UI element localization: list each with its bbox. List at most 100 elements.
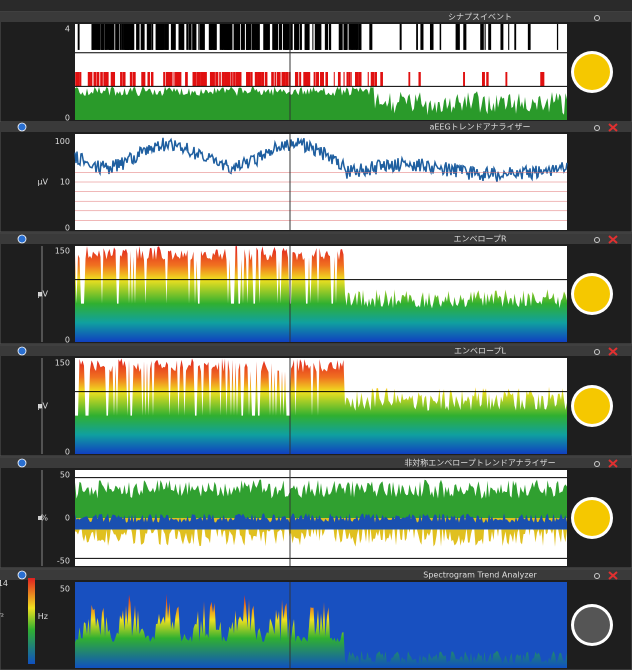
axis-label: 4 xyxy=(65,24,70,33)
event-bar xyxy=(224,72,227,86)
event-bar xyxy=(505,72,507,86)
info-icon[interactable] xyxy=(18,459,26,467)
event-bar xyxy=(274,72,276,86)
event-bar xyxy=(380,72,383,86)
event-bar xyxy=(316,24,318,50)
event-bar xyxy=(130,72,132,86)
axis-label: 50 xyxy=(60,584,70,593)
event-bar xyxy=(287,72,289,86)
event-bar xyxy=(257,24,258,50)
axis-label: 100 xyxy=(55,137,70,146)
event-bar xyxy=(227,24,229,50)
axis-label: % xyxy=(40,514,48,523)
axis-label: µV² xyxy=(0,612,4,621)
event-bar xyxy=(120,72,122,86)
event-bar xyxy=(224,24,227,50)
event-bar xyxy=(358,24,361,50)
event-bar xyxy=(171,24,173,50)
status-button[interactable] xyxy=(574,500,610,536)
axis-label: 0 xyxy=(65,224,70,233)
event-bar xyxy=(123,72,124,86)
event-bar xyxy=(500,24,503,50)
event-bar xyxy=(141,72,142,86)
event-bar xyxy=(265,72,267,86)
event-bar xyxy=(355,72,356,86)
event-bar xyxy=(514,24,516,50)
event-bar xyxy=(173,72,174,86)
event-bar xyxy=(266,24,267,50)
event-bar xyxy=(106,24,110,50)
event-bar xyxy=(408,72,410,86)
event-bar xyxy=(202,24,205,50)
status-button[interactable] xyxy=(574,54,610,90)
info-icon[interactable] xyxy=(18,123,26,131)
panel-title: シナプスイベント xyxy=(448,13,512,22)
event-bar xyxy=(112,72,115,86)
event-bar xyxy=(173,24,176,50)
event-bar xyxy=(105,24,106,50)
event-bar xyxy=(488,24,491,50)
event-bar xyxy=(480,24,484,50)
info-icon[interactable] xyxy=(18,235,26,243)
status-button[interactable] xyxy=(574,276,610,312)
event-bar xyxy=(356,24,359,50)
event-bar xyxy=(430,24,434,50)
event-bar xyxy=(210,72,213,86)
event-bar xyxy=(271,72,273,86)
info-icon[interactable] xyxy=(18,571,26,579)
event-bar xyxy=(339,24,341,50)
status-button[interactable] xyxy=(574,388,610,424)
event-bar xyxy=(236,72,238,86)
event-bar xyxy=(229,24,233,50)
event-bar xyxy=(163,72,165,86)
event-bar xyxy=(197,72,199,86)
event-bar xyxy=(247,72,249,86)
event-bar xyxy=(79,72,81,86)
axis-label: 150 xyxy=(55,246,70,255)
axis-label: 0 xyxy=(65,448,70,457)
event-bar xyxy=(322,72,324,86)
event-bar xyxy=(463,72,465,86)
event-bar xyxy=(97,72,100,86)
event-bar xyxy=(209,24,211,50)
event-bar xyxy=(305,24,308,50)
event-bar xyxy=(195,72,197,86)
panel-title: aEEGトレンドアナライザー xyxy=(429,123,530,132)
event-bar xyxy=(348,72,350,86)
header-bar xyxy=(0,234,632,244)
axis-label: µV xyxy=(37,402,48,411)
event-bar xyxy=(319,24,320,50)
event-bar xyxy=(325,24,328,50)
event-bar xyxy=(101,24,104,50)
status-button[interactable] xyxy=(574,607,610,643)
panel-title: 非対称エンベロープトレンドアナライザー xyxy=(404,458,555,468)
event-bar xyxy=(193,72,196,86)
event-bar xyxy=(147,72,149,86)
event-bar xyxy=(136,24,139,50)
panel-title: エンベロープR xyxy=(453,235,507,244)
event-bar xyxy=(166,72,169,86)
event-bar xyxy=(420,24,423,50)
event-bar xyxy=(368,72,369,86)
event-bar xyxy=(344,24,347,50)
event-bar xyxy=(320,72,323,86)
event-bar xyxy=(213,72,215,86)
event-bar xyxy=(277,72,278,86)
info-icon[interactable] xyxy=(18,347,26,355)
axis-label: -50 xyxy=(57,557,70,566)
event-bar xyxy=(88,72,90,86)
page: シナプスイベント40aEEGトレンドアナライザー100µV100エンベロープR1… xyxy=(0,0,632,670)
event-bar xyxy=(300,24,302,50)
event-bar xyxy=(485,24,486,50)
event-bar xyxy=(151,24,153,50)
header-bar xyxy=(0,12,632,22)
event-bar xyxy=(203,72,205,86)
event-bar xyxy=(351,24,352,50)
event-bar xyxy=(557,24,558,50)
header-bar xyxy=(0,346,632,356)
event-bar xyxy=(101,72,103,86)
header-bar xyxy=(0,570,632,580)
event-bar xyxy=(375,72,377,86)
screen: シナプスイベント40aEEGトレンドアナライザー100µV100エンベロープR1… xyxy=(0,0,632,670)
event-bar xyxy=(486,72,488,86)
